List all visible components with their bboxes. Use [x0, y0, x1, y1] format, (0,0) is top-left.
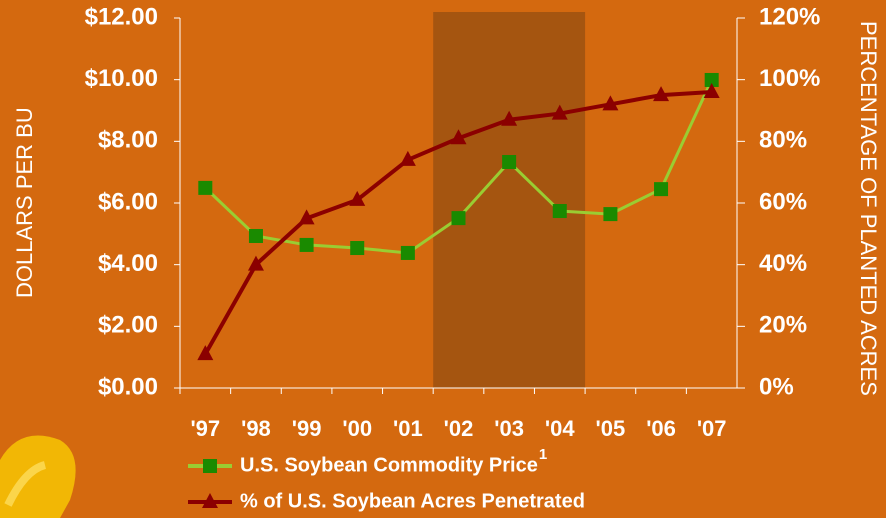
x-tick-label: '03: [494, 416, 524, 441]
chart: $0.00 $2.00 $4.00 $6.00 $8.00 $10.00 $12.00 0% 2…: [0, 0, 886, 518]
y2-tick-label: 40%: [759, 250, 807, 277]
marker: [350, 241, 364, 255]
x-tick-label: '00: [342, 416, 372, 441]
y2-tick-label: 0%: [759, 373, 794, 400]
x-tick-label: '99: [292, 416, 322, 441]
marker: [553, 204, 567, 218]
marker: [249, 229, 263, 243]
marker: [502, 155, 516, 169]
y-axis-title: DOLLARS PER BU: [12, 18, 38, 388]
legend-footnote: 1: [539, 446, 547, 463]
y2-axis-title: PERCENTAGE OF PLANTED ACRES: [820, 8, 880, 408]
x-tick-label: '01: [393, 416, 423, 441]
y-tick-label: $0.00: [98, 373, 158, 400]
highlight-band: [433, 12, 585, 388]
y2-tick-label: 60%: [759, 188, 807, 215]
marker: [300, 238, 314, 252]
y-tick-label: $12.00: [85, 3, 158, 30]
y2-tick-label: 80%: [759, 127, 807, 154]
marker: [198, 181, 212, 195]
y2-tick-label: 20%: [759, 312, 807, 339]
y2-tick-label: 100%: [759, 65, 820, 92]
x-tick-label: '02: [444, 416, 474, 441]
x-tick-label: '04: [545, 416, 575, 441]
x-tick-label: '06: [646, 416, 676, 441]
y-tick-label: $2.00: [98, 312, 158, 339]
x-tick-label: '05: [596, 416, 626, 441]
legend-label: U.S. Soybean Commodity Price: [240, 454, 538, 476]
legend-label: % of U.S. Soybean Acres Penetrated: [240, 490, 585, 512]
y-tick-label: $4.00: [98, 250, 158, 277]
y-tick-label: $8.00: [98, 127, 158, 154]
marker: [603, 207, 617, 221]
y2-tick-label: 120%: [759, 3, 820, 30]
y-tick-label: $10.00: [85, 65, 158, 92]
legend-marker: [203, 459, 217, 473]
marker: [452, 211, 466, 225]
marker: [654, 182, 668, 196]
page: $0.00 $2.00 $4.00 $6.00 $8.00 $10.00 $12.00 0% 2…: [0, 0, 886, 518]
x-tick-label: '97: [190, 416, 220, 441]
y-tick-label: $6.00: [98, 188, 158, 215]
x-tick-label: '98: [241, 416, 271, 441]
x-tick-label: '07: [697, 416, 727, 441]
marker: [401, 246, 415, 260]
